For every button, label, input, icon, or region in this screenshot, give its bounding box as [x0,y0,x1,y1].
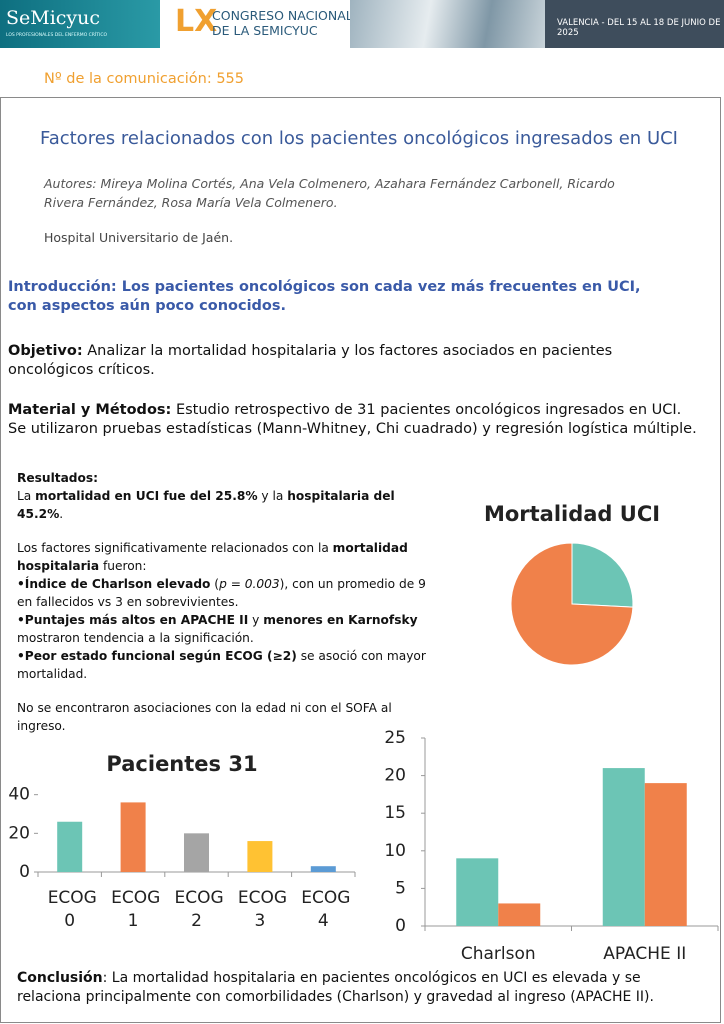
bold-run: mortalidad en UCI fue del 25.8% [35,489,258,503]
chart-title: Mortalidad UCI [484,502,660,526]
y-tick-label: 10 [384,841,406,861]
bar [498,903,541,926]
results-paragraph: La mortalidad en UCI fue del 25.8% y la … [17,487,442,523]
chart-title: Pacientes 31 [106,752,257,776]
text-run: No se encontraron asociaciones con la ed… [17,701,392,733]
results-paragraph: •Índice de Charlson elevado (p = 0.003),… [17,575,442,611]
poster-body [0,97,721,1023]
bold-run: Material y Métodos: [8,402,172,418]
header-venue-band: VALENCIA - DEL 15 AL 18 DE JUNIO DE 2025 [545,0,724,48]
bold-run: Objetivo: [8,343,83,359]
y-tick-label: 25 [384,728,406,748]
bold-run: hospitalaria del 45.2% [17,489,395,521]
results-heading: Resultados: [17,471,99,485]
results-paragraph: •Puntajes más altos en APACHE II y menor… [17,611,442,647]
poster-title: Factores relacionados con los pacientes … [40,128,678,149]
x-tick-label: APACHE II [603,944,687,964]
text-run: . [59,507,64,521]
conclusion: Conclusión: La mortalidad hospitalaria e… [17,969,707,1007]
x-tick-label: ECOG 4 [301,888,351,931]
bar [310,866,336,872]
bold-run: •Índice de Charlson elevado [17,577,211,591]
edition: LX [175,4,218,39]
text-run: ( [210,577,220,591]
bold-run: •Puntajes más altos en APACHE II [17,613,249,627]
results: Resultados: La mortalidad en UCI fue del… [17,469,442,735]
bar [644,783,687,926]
italic-run: p = 0.003 [219,577,280,591]
x-tick-label: ECOG 1 [111,888,161,931]
logo-tagline: LOS PROFESIONALES DEL ENFERMO CRÍTICO [6,33,108,38]
y-tick-label: 40 [8,785,30,805]
bar [57,821,83,872]
bar [120,802,146,872]
x-tick-label: ECOG 0 [47,888,97,931]
y-tick-label: 0 [19,862,30,882]
header-image [350,0,545,48]
bold-run: mortalidad hospitalaria [17,541,408,573]
text-run: se asoció con mayor mortalidad. [17,649,426,681]
introduction: Introducción: Los pacientes oncológicos … [8,278,658,316]
header-band: SeMicyuc LOS PROFESIONALES DEL ENFERMO C… [0,0,160,48]
bold-run: •Peor estado funcional según ECOG (≥2) [17,649,297,663]
text-run: mostraron tendencia a la significación. [17,631,254,645]
text-run: fueron: [99,559,147,573]
venue: VALENCIA - DEL 15 AL 18 DE JUNIO DE 2025 [557,18,721,38]
x-tick-label: ECOG 3 [237,888,288,931]
pie-slice [571,542,634,608]
text-run: : La mortalidad hospitalaria en paciente… [17,970,654,1005]
bar [247,841,273,872]
y-tick-label: 15 [384,803,406,823]
y-tick-label: 20 [384,766,406,786]
y-tick-label: 0 [395,916,406,936]
bold-run: Conclusión [17,970,103,986]
results-paragraph: No se encontraron asociaciones con la ed… [17,699,442,735]
text-run: y la [257,489,288,503]
results-paragraph: •Peor estado funcional según ECOG (≥2) s… [17,647,442,683]
hospital: Hospital Universitario de Jaén. [44,230,234,245]
y-tick-label: 5 [395,878,406,898]
text-run: Estudio retrospectivo de 31 pacientes on… [8,402,697,437]
pie-slice [510,542,634,666]
bar [602,768,645,926]
text-run: ), con un promedio de 9 en fallecidos vs… [17,577,426,609]
bar [184,833,209,872]
congress-line: DE LA SEMICYUC [212,23,318,38]
x-tick-label: Charlson [460,944,536,964]
authors: Autores: Mireya Molina Cortés, Ana Vela … [44,176,615,210]
communication-number: Nº de la comunicación: 555 [44,71,245,87]
text-run: y [248,613,264,627]
methods: Material y Métodos: Estudio retrospectiv… [8,401,698,439]
bold-run: menores en Karnofsky [263,613,418,627]
x-tick-label: ECOG 2 [174,888,224,931]
text-run: Los factores significativamente relacion… [17,541,333,555]
bar [456,858,499,926]
congress-line: CONGRESO NACIONAL [212,8,353,23]
y-tick-label: 20 [8,823,30,843]
text-run: La [17,489,36,503]
bold-run: Introducción: Los pacientes oncológicos … [8,279,641,314]
text-run: Analizar la mortalidad hospitalaria y lo… [8,343,613,378]
congress-name: CONGRESO NACIONAL DE LA SEMICYUC [212,8,353,38]
results-paragraph: Los factores significativamente relacion… [17,539,442,575]
objective: Objetivo: Analizar la mortalidad hospita… [8,342,688,380]
logo: SeMicyuc [6,7,101,29]
